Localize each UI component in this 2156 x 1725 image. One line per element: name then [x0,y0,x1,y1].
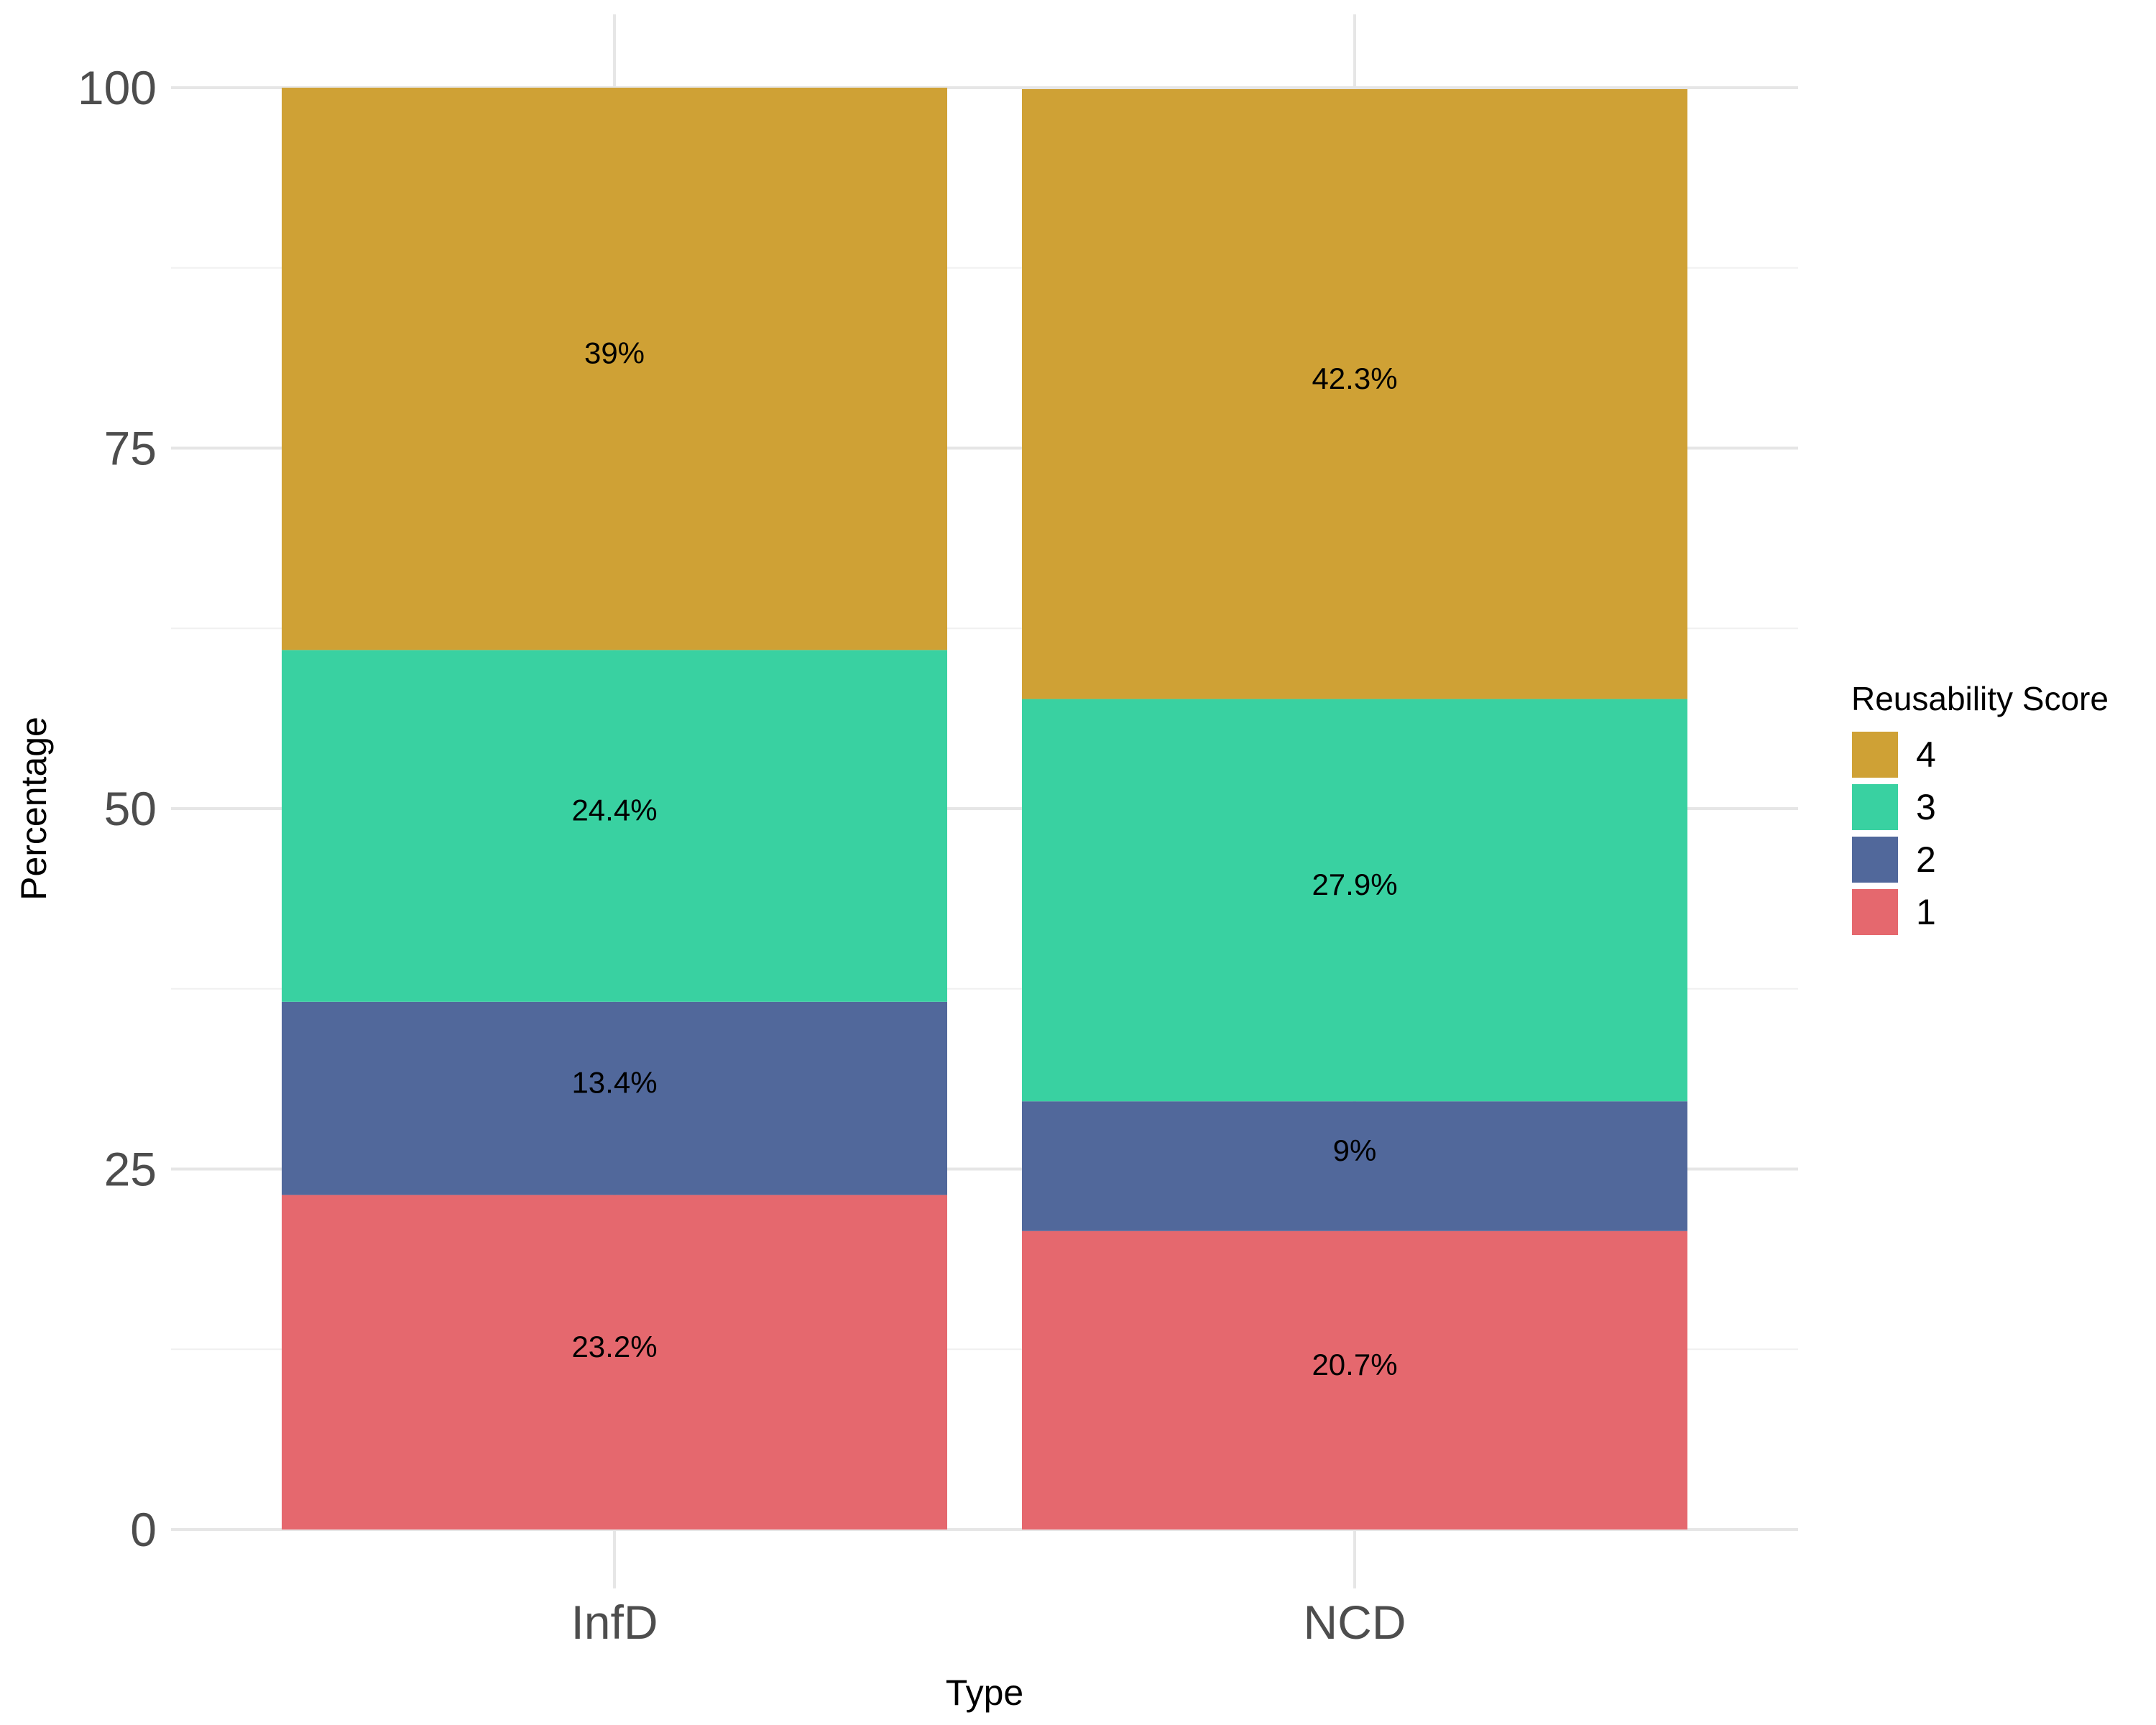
x-tick-label: InfD [571,1596,658,1649]
y-tick-label: 100 [78,61,157,114]
y-axis-ticks: 0 25 50 75 100 [78,61,157,1556]
bars [282,88,1687,1530]
data-label-InfD-3: 24.4% [571,794,657,827]
legend-label-2: 2 [1916,840,1936,880]
legend-key-1 [1851,888,1899,937]
legend-label-4: 4 [1916,735,1936,775]
legend-key-4 [1851,730,1899,779]
bar-segment-InfD-3 [282,650,947,1002]
y-tick-label: 25 [104,1143,157,1196]
y-tick-label: 50 [104,782,157,835]
data-label-NCD-3: 27.9% [1312,868,1397,901]
legend-key-3 [1851,783,1899,832]
legend-key-2 [1851,835,1899,884]
data-label-NCD-2: 9% [1333,1133,1377,1167]
x-tick-label: NCD [1304,1596,1406,1649]
data-label-NCD-4: 42.3% [1312,362,1397,395]
bar-segment-NCD-1 [1022,1230,1687,1530]
legend: Reusability Score 4 3 2 1 [1851,680,2109,937]
bar-segment-NCD-4 [1022,89,1687,699]
bar-segment-InfD-2 [282,1001,947,1195]
data-label-InfD-1: 23.2% [571,1330,657,1363]
bar-segment-NCD-3 [1022,699,1687,1102]
x-axis-ticks: InfD NCD [571,1596,1406,1649]
bar-segment-InfD-1 [282,1195,947,1530]
y-axis-title: Percentage [14,717,54,901]
y-tick-label: 0 [130,1503,157,1556]
x-axis-title: Type [946,1673,1023,1713]
bar-segment-NCD-2 [1022,1101,1687,1231]
legend-title: Reusability Score [1851,680,2109,717]
y-tick-label: 75 [104,422,157,475]
data-label-InfD-2: 13.4% [571,1066,657,1100]
data-label-InfD-4: 39% [584,336,645,370]
bar-segment-InfD-4 [282,88,947,650]
legend-label-1: 1 [1916,892,1936,932]
legend-label-3: 3 [1916,787,1936,827]
data-label-NCD-1: 20.7% [1312,1348,1397,1381]
data-labels: 23.2% 13.4% 24.4% 39% 20.7% 9% 27.9% 42.3% [571,336,1397,1381]
